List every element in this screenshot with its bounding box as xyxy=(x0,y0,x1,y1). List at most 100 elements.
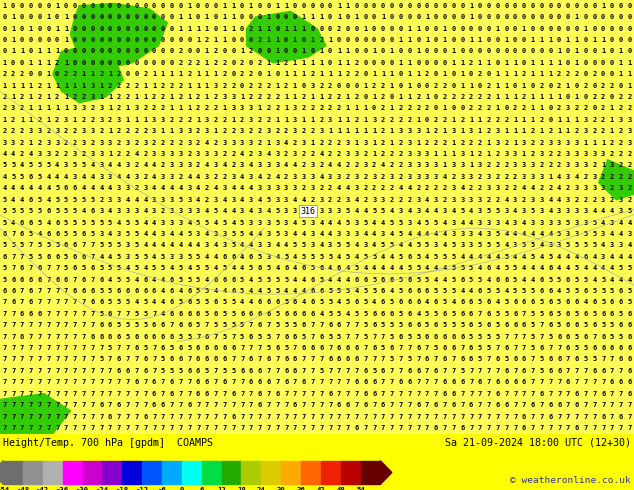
Text: 7: 7 xyxy=(540,414,544,419)
Text: 0: 0 xyxy=(504,105,508,111)
Text: 7: 7 xyxy=(469,391,473,397)
Text: 7: 7 xyxy=(187,356,191,363)
Text: 0: 0 xyxy=(73,37,77,43)
Text: 6: 6 xyxy=(628,379,631,385)
Text: 6: 6 xyxy=(443,345,447,351)
Text: 0: 0 xyxy=(117,49,121,54)
Text: 0: 0 xyxy=(90,14,94,20)
Text: 7: 7 xyxy=(574,379,579,385)
Text: 4: 4 xyxy=(407,231,411,237)
Text: 5: 5 xyxy=(152,265,156,271)
Text: 1: 1 xyxy=(495,83,500,89)
Text: 4: 4 xyxy=(214,254,218,260)
Text: 4: 4 xyxy=(619,254,623,260)
Text: 5: 5 xyxy=(108,288,112,294)
Text: 7: 7 xyxy=(302,425,306,431)
Text: 4: 4 xyxy=(161,311,165,317)
Text: 2: 2 xyxy=(46,128,51,134)
Text: 5: 5 xyxy=(55,196,60,203)
Text: 1: 1 xyxy=(495,105,500,111)
Text: 4: 4 xyxy=(495,254,500,260)
Text: 4: 4 xyxy=(187,265,191,271)
Text: 6: 6 xyxy=(152,391,156,397)
Text: 1: 1 xyxy=(37,105,42,111)
Text: 4: 4 xyxy=(381,163,385,169)
Text: 0: 0 xyxy=(592,83,597,89)
Text: 6: 6 xyxy=(20,334,24,340)
Text: 2: 2 xyxy=(257,60,262,66)
Text: 3: 3 xyxy=(46,151,51,157)
Text: 1: 1 xyxy=(399,94,403,100)
Text: 7: 7 xyxy=(478,368,482,374)
Text: 2: 2 xyxy=(601,128,605,134)
Text: 4: 4 xyxy=(143,243,148,248)
Text: 1: 1 xyxy=(169,128,174,134)
Text: 4: 4 xyxy=(372,265,377,271)
Text: 7: 7 xyxy=(73,356,77,363)
Text: 5: 5 xyxy=(302,243,306,248)
Text: 5: 5 xyxy=(37,196,42,203)
Text: 1: 1 xyxy=(513,128,517,134)
Text: 6: 6 xyxy=(548,265,552,271)
Text: 0: 0 xyxy=(328,14,332,20)
Text: 5: 5 xyxy=(469,265,473,271)
Text: 6: 6 xyxy=(328,391,332,397)
Text: 4: 4 xyxy=(601,265,605,271)
Text: 5: 5 xyxy=(381,208,385,214)
Text: 3: 3 xyxy=(407,151,411,157)
Text: 3: 3 xyxy=(460,243,465,248)
Text: 2: 2 xyxy=(231,83,235,89)
Text: 4: 4 xyxy=(469,288,473,294)
Text: 6: 6 xyxy=(469,402,473,408)
Text: 2: 2 xyxy=(531,128,535,134)
Text: 7: 7 xyxy=(443,425,447,431)
Text: 0: 0 xyxy=(416,60,420,66)
Text: 5: 5 xyxy=(504,356,508,363)
Text: 7: 7 xyxy=(522,345,526,351)
Text: 7: 7 xyxy=(169,322,174,328)
Text: 4: 4 xyxy=(90,163,94,169)
Text: 1: 1 xyxy=(223,3,227,9)
Text: 6: 6 xyxy=(117,288,121,294)
Text: 3: 3 xyxy=(522,174,526,180)
Text: -48: -48 xyxy=(16,487,30,490)
Text: 0: 0 xyxy=(73,60,77,66)
Text: 5: 5 xyxy=(504,265,508,271)
Text: 4: 4 xyxy=(522,276,526,283)
Text: 3: 3 xyxy=(249,117,253,123)
Text: 1: 1 xyxy=(522,83,526,89)
Text: 2: 2 xyxy=(557,163,561,169)
Text: 0: 0 xyxy=(275,14,280,20)
Text: 2: 2 xyxy=(161,105,165,111)
Text: 4: 4 xyxy=(451,208,456,214)
Text: 3: 3 xyxy=(257,151,262,157)
Text: 5: 5 xyxy=(592,220,597,225)
Text: 4: 4 xyxy=(425,265,429,271)
Text: 1: 1 xyxy=(320,49,323,54)
Text: 1: 1 xyxy=(583,140,588,146)
Text: 2: 2 xyxy=(169,140,174,146)
Text: 3: 3 xyxy=(169,208,174,214)
Text: 7: 7 xyxy=(55,391,60,397)
Text: 3: 3 xyxy=(257,243,262,248)
Text: 7: 7 xyxy=(55,379,60,385)
Text: 2: 2 xyxy=(416,105,420,111)
Text: 7: 7 xyxy=(249,425,253,431)
Text: 5: 5 xyxy=(257,276,262,283)
Text: 0: 0 xyxy=(346,83,350,89)
Text: 0: 0 xyxy=(566,3,570,9)
Bar xyxy=(340,461,361,484)
Text: 1: 1 xyxy=(416,49,420,54)
Text: 5: 5 xyxy=(495,208,500,214)
Text: 0: 0 xyxy=(284,14,288,20)
Text: 5: 5 xyxy=(187,334,191,340)
Text: 7: 7 xyxy=(3,379,6,385)
Text: 0: 0 xyxy=(460,49,465,54)
Text: 4: 4 xyxy=(619,220,623,225)
Text: 2: 2 xyxy=(460,140,465,146)
Text: 4: 4 xyxy=(407,208,411,214)
Text: 5: 5 xyxy=(363,299,368,305)
Text: 2: 2 xyxy=(381,117,385,123)
Text: 4: 4 xyxy=(64,174,68,180)
Text: 6: 6 xyxy=(266,299,271,305)
